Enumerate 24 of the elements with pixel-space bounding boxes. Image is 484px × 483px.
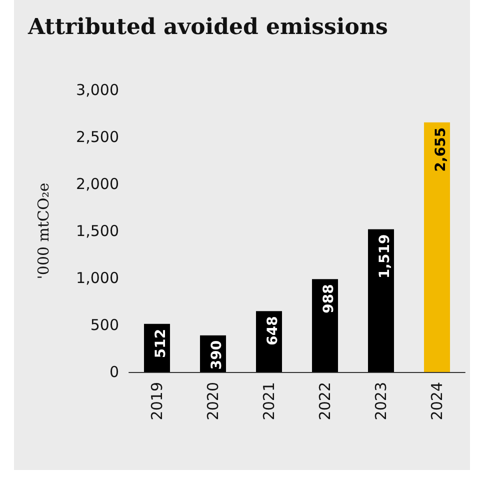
bar — [368, 229, 394, 372]
x-tick-label: 2019 — [148, 382, 166, 420]
y-tick-label: 2,500 — [76, 128, 119, 146]
data-label: 1,519 — [377, 234, 393, 279]
bar — [312, 279, 338, 372]
y-tick-label: 1,500 — [76, 222, 119, 240]
x-tick-label: 2023 — [372, 382, 390, 420]
y-tick-label: 3,000 — [76, 81, 119, 99]
data-label: 512 — [153, 328, 169, 358]
data-label: 390 — [209, 340, 225, 370]
y-tick-label: 1,000 — [76, 269, 119, 287]
bar — [424, 122, 450, 372]
chart-title: Attributed avoided emissions — [28, 14, 388, 40]
x-tick-label: 2024 — [428, 382, 446, 420]
y-tick-label: 500 — [90, 316, 119, 334]
y-tick-label: 2,000 — [76, 175, 119, 193]
x-tick-label: 2020 — [204, 382, 222, 420]
y-tick-label: 0 — [109, 363, 119, 381]
y-axis-title: '000 mtCO₂e — [34, 182, 52, 280]
data-label: 2,655 — [433, 127, 449, 172]
x-tick-label: 2021 — [260, 382, 278, 420]
x-tick-label: 2022 — [316, 382, 334, 420]
data-label: 648 — [265, 316, 281, 346]
data-label: 988 — [321, 284, 337, 314]
